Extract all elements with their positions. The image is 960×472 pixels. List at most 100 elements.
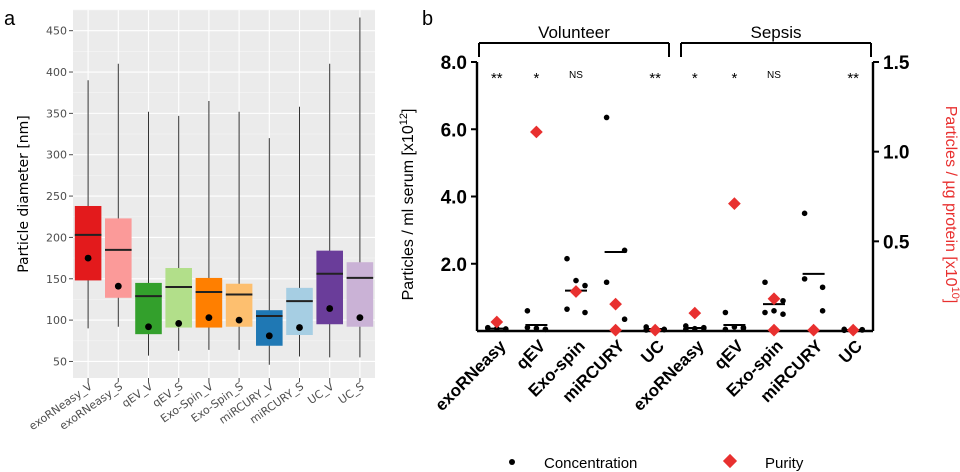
right-tick-label: 1.5 xyxy=(883,53,910,74)
concentration-point xyxy=(722,309,729,316)
concentration-point xyxy=(762,279,768,286)
panel-a-boxplot: 50 100 150 200 250 300 350 400 450 exoRNeasy_Vex… xyxy=(16,9,375,433)
mean-point xyxy=(326,305,334,312)
x-tick-labels: exoRNeasy_VexoRNeasy_SqEV_VqEV_SExo-Spin… xyxy=(27,378,367,433)
mean-point xyxy=(265,332,273,340)
left-title-end: ] xyxy=(400,109,417,113)
significance-label: * xyxy=(731,70,737,87)
significance-label: NS xyxy=(569,70,583,81)
concentration-point xyxy=(740,325,747,332)
mean-point xyxy=(296,324,303,331)
concentration-point xyxy=(801,210,808,217)
purity-point xyxy=(609,323,622,337)
group-label: Sepsis xyxy=(750,23,801,42)
concentration-point xyxy=(722,326,729,333)
concentration-point xyxy=(573,277,579,284)
y-tick-label: 450 xyxy=(46,25,67,38)
concentration-point xyxy=(603,114,610,121)
y-axis-left-title: Particles / ml serum [x1012] xyxy=(398,109,417,301)
left-title-text: Particles / ml serum [x10 xyxy=(400,125,417,300)
box xyxy=(316,250,343,325)
purity-point xyxy=(728,197,741,211)
y-tick-label: 300 xyxy=(46,149,67,162)
concentration-point xyxy=(771,308,777,314)
group-label: Volunteer xyxy=(538,23,610,42)
left-tick-label: 6.0 xyxy=(441,120,467,141)
concentration-point xyxy=(819,308,826,314)
left-title-superscript: 12 xyxy=(398,113,410,125)
right-title-end: ] xyxy=(942,299,959,303)
concentration-point xyxy=(542,326,549,333)
x-tick-label: UC_S xyxy=(336,380,367,407)
y-tick-label: 250 xyxy=(46,190,67,203)
y-axis-title: Particle diameter [nm] xyxy=(16,115,32,273)
box-series xyxy=(74,17,374,365)
significance-label: NS xyxy=(767,70,781,81)
purity-point xyxy=(846,323,860,337)
purity-point xyxy=(807,323,820,337)
purity-point xyxy=(490,315,504,329)
concentration-point xyxy=(582,309,588,316)
category-label: UC xyxy=(637,336,668,367)
left-tick-label: 8.0 xyxy=(441,53,467,74)
significance-label: ** xyxy=(847,70,859,87)
concentration-point xyxy=(564,255,570,262)
concentration-point xyxy=(533,325,540,332)
y-tick-labels: 50 100 150 200 250 300 350 400 450 xyxy=(46,25,73,368)
legend-purity-marker xyxy=(722,453,738,469)
mean-point xyxy=(175,320,183,327)
purity-point xyxy=(688,306,702,320)
legend-concentration-label: Concentration xyxy=(544,455,637,472)
purity-point xyxy=(648,323,662,337)
right-title-superscript: 10 xyxy=(949,287,960,299)
concentration-point xyxy=(819,284,826,291)
y-tick-label: 100 xyxy=(46,314,67,327)
significance-label: * xyxy=(692,70,698,87)
x-tick-label: UC_V xyxy=(305,380,336,407)
panel-b-scatter: Volunteer Sepsis 8.06.04.02.01.51.00.5** *… xyxy=(398,23,960,472)
category-label: UC xyxy=(835,336,866,367)
box xyxy=(165,268,192,328)
mean-point xyxy=(114,282,122,290)
concentration-point xyxy=(524,308,531,314)
concentration-point xyxy=(524,324,531,331)
panel-b-letter: b xyxy=(422,8,433,30)
concentration-point xyxy=(564,306,570,312)
legend-purity-label: Purity xyxy=(765,455,804,472)
significance-label: ** xyxy=(491,70,503,87)
purity-point xyxy=(569,285,583,298)
purity-point xyxy=(609,297,622,311)
box xyxy=(74,205,102,281)
x-tick-label: qEV_V xyxy=(120,380,156,411)
right-title-text: Particles / µg protein [x10 xyxy=(942,106,959,287)
mean-point xyxy=(205,314,213,322)
right-tick-label: 1.0 xyxy=(883,143,909,164)
concentration-point xyxy=(780,311,786,317)
legend: Concentration Purity xyxy=(509,453,804,472)
mean-point xyxy=(84,254,92,262)
concentration-point xyxy=(801,276,808,282)
mean-point xyxy=(356,314,364,322)
y-tick-label: 400 xyxy=(46,66,67,79)
concentration-point xyxy=(762,309,768,316)
concentration-point xyxy=(780,297,786,304)
mean-point xyxy=(235,316,243,324)
purity-point xyxy=(767,323,781,337)
y-tick-label: 350 xyxy=(46,107,67,120)
concentration-point xyxy=(582,282,588,289)
category-label: exoRNeasy xyxy=(629,336,708,415)
purity-point xyxy=(530,125,543,139)
y-tick-label: 200 xyxy=(46,231,67,244)
mean-point xyxy=(145,323,152,331)
data-points xyxy=(485,114,865,337)
tick-labels: 8.06.04.02.01.51.00.5** * NS ** * * NS **exoRNe… xyxy=(431,53,909,415)
y-tick-label: 50 xyxy=(53,355,67,368)
left-tick-label: 4.0 xyxy=(441,188,467,209)
panel-a-letter: a xyxy=(4,8,16,30)
left-tick-label: 2.0 xyxy=(441,255,467,276)
significance-label: * xyxy=(533,70,539,87)
legend-concentration-marker xyxy=(509,459,515,465)
concentration-point xyxy=(603,279,610,286)
significance-label: ** xyxy=(649,70,661,87)
